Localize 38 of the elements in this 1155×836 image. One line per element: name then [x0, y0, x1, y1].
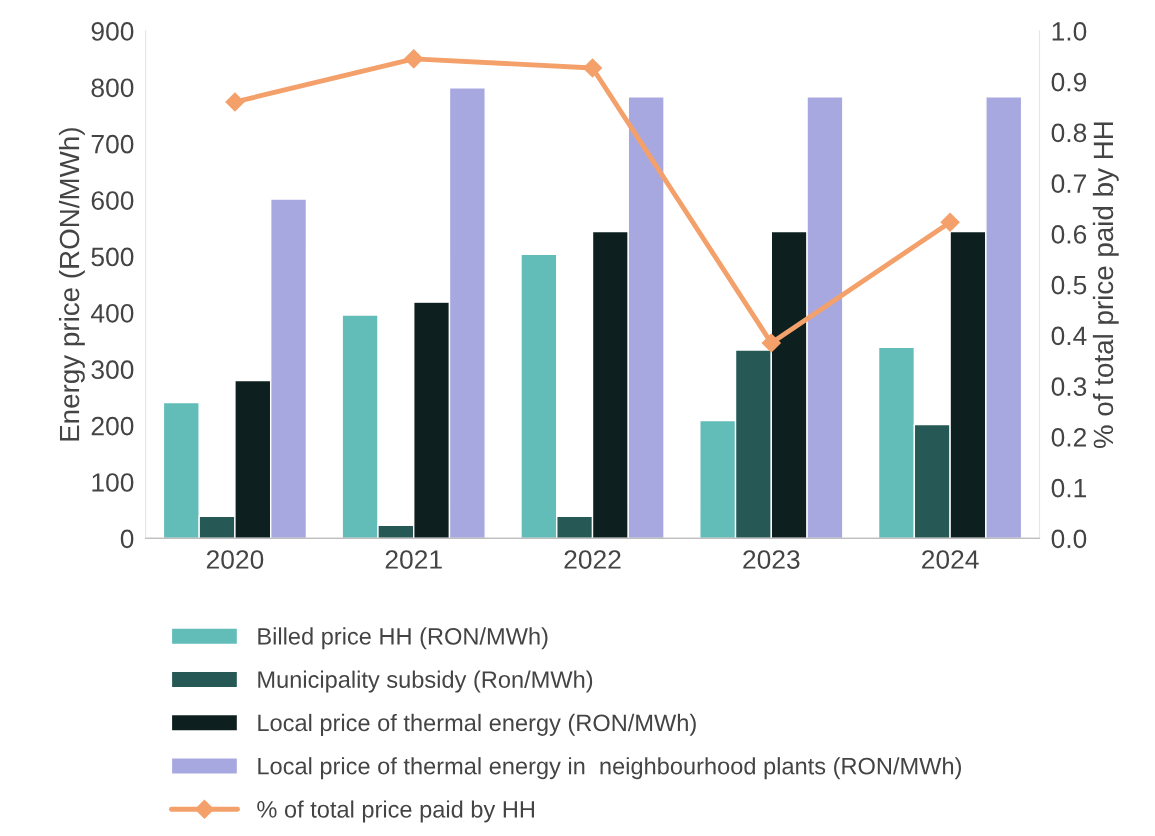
y-tick-label: 900	[91, 22, 134, 41]
x-tick-label: 2022	[564, 550, 621, 569]
y2-axis-title: % of total price paid by HH	[1092, 122, 1119, 449]
y2-tick-label: 0.2	[1051, 428, 1086, 447]
point	[582, 58, 603, 78]
point	[761, 333, 781, 353]
y-axis-title: Energy price (RON/MWh)	[58, 128, 85, 441]
y2-tick-label: 0.1	[1051, 478, 1087, 498]
legend-label: Local price of thermal energy (RON/MWh)	[258, 713, 696, 736]
point	[225, 92, 245, 112]
point	[940, 212, 960, 232]
y-tick-label: 300	[91, 360, 134, 380]
x-tick-label: 2021	[385, 550, 442, 569]
y-tick-label: 500	[91, 247, 134, 267]
y-tick-label: 600	[91, 191, 134, 210]
legend-label: Billed price HH (RON/MWh)	[258, 627, 548, 650]
y-tick-label: 100	[92, 473, 134, 492]
y-tick-label: 200	[91, 416, 134, 436]
y-tick-label: 700	[91, 134, 134, 154]
y2-tick-label: 0.9	[1051, 72, 1087, 92]
legend-label: Local price of thermal energy in neighbourhood plants (RON/MWh)	[258, 757, 961, 780]
y2-tick-label: 0.7	[1051, 174, 1086, 193]
y2-tick-label: 0.0	[1051, 529, 1087, 549]
y2-tick-label: 0.4	[1051, 326, 1087, 346]
x-tick-label: 2020	[206, 550, 264, 569]
point	[404, 49, 424, 69]
y-tick-label: 800	[91, 78, 134, 98]
legend-label: % of total price paid by HH	[257, 800, 534, 823]
y2-tick-label: 0.5	[1051, 275, 1087, 295]
y2-tick-label: 0.8	[1051, 123, 1087, 143]
y-tick-label: 0	[120, 529, 134, 549]
y2-tick-label: 0.6	[1051, 225, 1087, 244]
y2-tick-label: 1.0	[1052, 22, 1087, 41]
y-tick-label: 400	[91, 303, 134, 323]
y2-tick-label: 0.3	[1051, 377, 1087, 396]
x-tick-label: 2024	[922, 550, 979, 569]
legend-label: Municipality subsidy (Ron/MWh)	[258, 670, 593, 693]
x-tick-label: 2023	[743, 550, 800, 569]
